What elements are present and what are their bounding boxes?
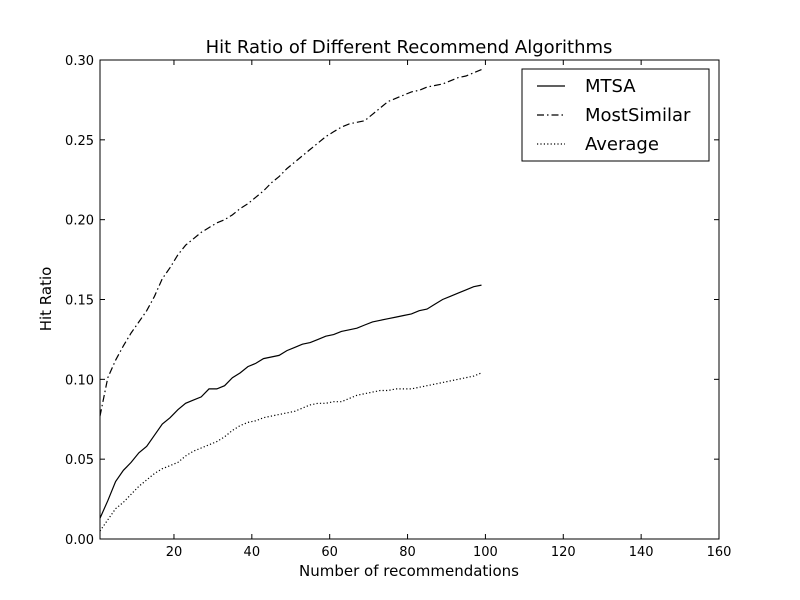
- y-axis-label: Hit Ratio: [37, 267, 55, 332]
- x-tick-label: 40: [244, 545, 261, 560]
- legend-label-average: Average: [585, 134, 659, 155]
- chart-title: Hit Ratio of Different Recommend Algorit…: [206, 37, 613, 58]
- y-tick-label: 0.00: [65, 533, 94, 548]
- y-tick-label: 0.25: [65, 134, 94, 149]
- y-tick-label: 0.20: [65, 214, 94, 229]
- x-tick-label: 80: [399, 545, 416, 560]
- y-tick-label: 0.15: [65, 294, 94, 309]
- x-tick-label: 100: [473, 545, 498, 560]
- legend-label-mostsimilar: MostSimilar: [585, 105, 691, 126]
- x-axis-label: Number of recommendations: [299, 562, 519, 580]
- plot-area: 20 40 60 80 100 120 140 160 0.00 0.05 0.10 0.15 0.20…: [65, 54, 731, 560]
- y-tick-label: 0.30: [65, 54, 94, 69]
- series-line-mtsa: [99, 284, 482, 519]
- legend: MTSA MostSimilar Average: [521, 68, 710, 162]
- x-tick-label: 20: [166, 545, 183, 560]
- legend-label-mtsa: MTSA: [585, 76, 636, 97]
- x-tick-label: 120: [551, 545, 576, 560]
- x-tick-label: 60: [321, 545, 338, 560]
- y-tick-label: 0.05: [65, 453, 94, 468]
- y-tick-label: 0.10: [65, 373, 94, 388]
- x-tick-label: 160: [707, 545, 732, 560]
- x-tick-label: 140: [629, 545, 654, 560]
